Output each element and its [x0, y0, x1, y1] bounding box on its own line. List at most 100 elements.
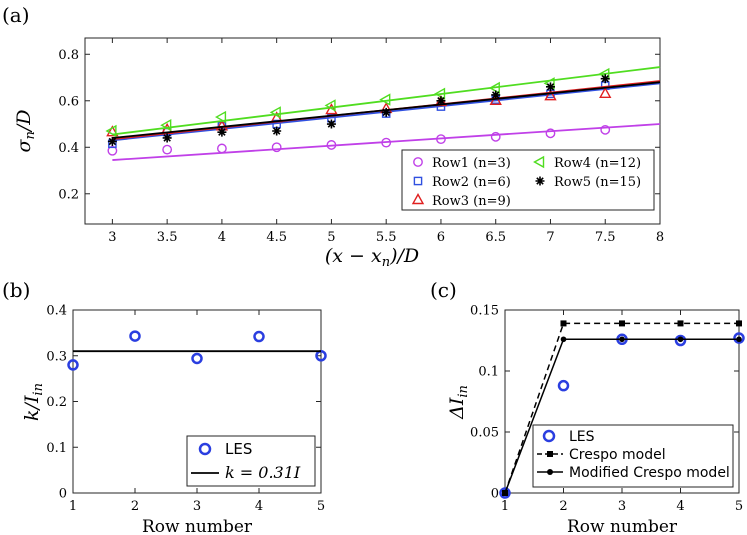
point-a-series-0-4 [326, 140, 337, 150]
point-a-series-0-2 [217, 143, 227, 154]
legend-a-marker-0 [413, 157, 423, 167]
panel-label-c: (c) [430, 278, 457, 302]
point-c-series-2-3 [677, 336, 684, 343]
xlabel-a: (x − xn)/D [325, 245, 419, 270]
ytick-label-b-1: 0.1 [46, 441, 67, 456]
xtick-label-c-3: 4 [676, 499, 684, 514]
legend-c-modified-label: Modified Crespo model [569, 465, 730, 481]
ytick-label-a-2: 0.6 [58, 94, 79, 109]
panel-label-b: (b) [2, 278, 30, 302]
point-a-series-0-0 [107, 145, 118, 156]
point-a-series-3-6 [434, 87, 446, 100]
xtick-label-b-4: 5 [317, 499, 325, 514]
point-a-series-4-6 [436, 96, 446, 106]
ylabel-b: k/Iin [21, 383, 46, 421]
ytick-label-a-3: 0.8 [58, 48, 79, 63]
axes-box-a [84, 37, 661, 225]
point-a-series-4-3 [272, 126, 282, 136]
xtick-label-a-8: 7 [546, 230, 554, 245]
point-a-series-4-4 [326, 119, 336, 129]
xlabel-b: Row number [142, 517, 253, 535]
legend-a-marker-4 [535, 176, 545, 186]
ytick-label-a-1: 0.4 [58, 141, 79, 156]
point-c-series-1-4 [736, 320, 742, 327]
xtick-label-b-3: 4 [255, 499, 263, 514]
legend-a-label-1: Row2 (n=6) [432, 175, 511, 190]
legend-a-label-4: Row5 (n=15) [554, 175, 641, 190]
point-a-series-4-8 [545, 82, 555, 92]
legend-a-box [401, 149, 655, 211]
point-a-series-4-7 [491, 90, 501, 100]
ylabel-a: σn/D [13, 110, 38, 153]
legend-c-crespo-marker [547, 451, 553, 457]
point-c-series-2-0 [502, 490, 508, 496]
point-a-series-4-0 [107, 136, 117, 146]
legend-a-label-3: Row4 (n=12) [554, 156, 641, 171]
point-a-series-0-6 [436, 134, 446, 145]
xtick-label-c-0: 1 [501, 499, 509, 514]
ytick-label-a-0: 0.2 [58, 187, 79, 202]
point-a-series-3-4 [324, 99, 336, 112]
ytick-label-c-1: 0.05 [470, 426, 499, 441]
xtick-label-c-2: 3 [618, 499, 626, 514]
ytick-label-b-2: 0.2 [46, 395, 67, 410]
point-c-series-1-3 [677, 320, 684, 327]
xtick-label-a-2: 4 [218, 230, 226, 245]
xtick-label-b-0: 1 [69, 499, 77, 514]
xtick-label-b-1: 2 [131, 499, 139, 514]
point-a-series-2-8 [544, 89, 557, 101]
point-a-series-0-9 [600, 124, 611, 135]
ytick-label-c-2: 0.1 [478, 365, 499, 380]
legend-c-crespo-label: Crespo model [569, 447, 666, 463]
point-c-series-0-1 [557, 379, 570, 392]
point-a-series-3-7 [488, 81, 500, 95]
panel-label-a: (a) [2, 3, 30, 27]
point-a-series-0-3 [271, 142, 282, 153]
xtick-label-a-3: 4.5 [266, 230, 287, 245]
point-c-series-1-1 [560, 320, 567, 327]
legend-b-les-label: LES [225, 440, 252, 458]
point-a-series-3-2 [214, 110, 227, 124]
point-a-series-4-1 [162, 133, 172, 143]
point-a-series-3-5 [379, 93, 391, 106]
ylabel-c: ΔIin [446, 385, 471, 420]
point-a-series-0-1 [162, 144, 173, 155]
point-c-series-0-3 [674, 334, 687, 347]
point-a-series-0-5 [381, 137, 392, 148]
point-c-series-0-0 [499, 487, 511, 499]
legend-c-les-marker [542, 429, 556, 443]
xtick-label-a-9: 7.5 [595, 230, 616, 245]
point-a-series-3-0 [105, 124, 117, 138]
legend-c-modified-marker [547, 469, 553, 475]
legend-b: LES k = 0.31I [186, 435, 316, 487]
xtick-label-a-0: 3 [108, 230, 116, 245]
xtick-label-a-5: 5.5 [376, 230, 397, 245]
point-a-series-0-8 [545, 128, 556, 139]
legend-a-label-2: Row3 (n=9) [432, 194, 511, 209]
point-a-series-3-3 [269, 106, 281, 119]
point-b-series-0-1 [129, 330, 141, 342]
point-a-series-2-9 [599, 86, 612, 99]
legend-a-label-0: Row1 (n=3) [432, 156, 511, 171]
legend-c: LES Crespo model Modified Crespo model [532, 424, 734, 488]
point-b-series-0-2 [191, 352, 203, 365]
point-b-series-0-0 [67, 359, 79, 371]
plot-area-b: 1 2 3 4 5 0 0.1 0.2 0.3 0.4 [46, 304, 327, 514]
xtick-label-a-7: 6.5 [485, 230, 506, 245]
point-b-series-0-3 [253, 330, 265, 343]
point-c-series-0-4 [733, 332, 745, 344]
xtick-label-b-2: 3 [193, 499, 201, 514]
plot-area-c: 1 2 3 4 5 0 0.05 0.1 0.15 [470, 304, 745, 514]
legend-b-fit-label: k = 0.31I [225, 463, 301, 482]
point-a-series-4-5 [381, 107, 391, 117]
point-c-series-1-2 [619, 320, 625, 327]
xtick-label-c-1: 2 [559, 499, 567, 514]
xtick-label-a-4: 5 [327, 230, 335, 245]
point-a-series-3-1 [160, 118, 172, 132]
xtick-label-a-1: 3.5 [157, 230, 178, 245]
ytick-label-b-4: 0.4 [46, 304, 67, 319]
legend-a-marker-2 [411, 193, 425, 205]
point-c-series-2-2 [619, 336, 625, 343]
ytick-label-b-3: 0.3 [46, 349, 67, 364]
